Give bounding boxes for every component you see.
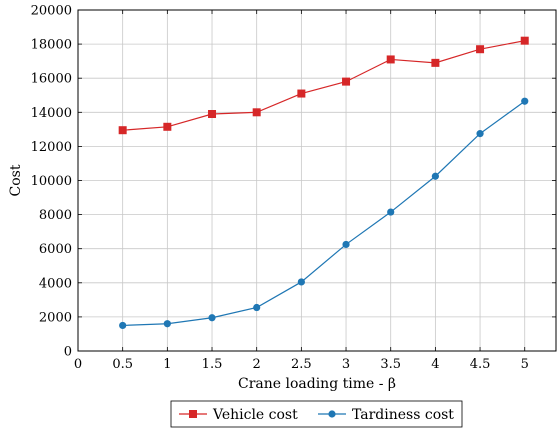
y-tick-label: 6000 — [39, 242, 72, 257]
tardiness-cost-point — [342, 240, 350, 249]
x-tick-label: 3.5 — [380, 357, 401, 372]
y-tick-label: 8000 — [39, 208, 72, 223]
y-tick-label: 2000 — [39, 310, 72, 325]
vehicle-cost-point — [431, 58, 440, 67]
vehicle-cost-point — [118, 126, 127, 135]
x-tick-label: 1.5 — [202, 357, 223, 372]
vehicle-cost-point — [520, 36, 529, 45]
x-tick-label: 2 — [253, 357, 261, 372]
x-tick-label: 3 — [342, 357, 350, 372]
y-tick-label: 10000 — [31, 174, 72, 189]
x-tick-label: 5 — [521, 357, 529, 372]
y-tick-label: 20000 — [31, 4, 72, 19]
y-axis-label: Cost — [8, 164, 24, 196]
vehicle-cost-point — [476, 45, 485, 54]
y-tick-label: 0 — [64, 345, 72, 360]
tardiness-cost-point — [521, 97, 529, 105]
tardiness-cost-point — [253, 303, 261, 312]
y-tick-label: 18000 — [31, 38, 72, 53]
tardiness-cost-point — [163, 320, 171, 328]
vehicle-cost-point — [386, 55, 395, 64]
vehicle-cost-series — [118, 36, 529, 135]
vehicle-cost-line — [122, 40, 525, 131]
y-tick-label: 4000 — [39, 276, 72, 291]
legend-box — [170, 400, 463, 428]
x-tick-label: 0.5 — [112, 357, 133, 372]
x-tick-label: 0 — [74, 357, 82, 372]
grid — [77, 9, 556, 352]
tardiness-cost-legend-label: Tardiness cost — [352, 407, 454, 423]
vehicle-cost-point — [208, 110, 217, 119]
axis-ticks: 0 0.5 1 1.5 2 2.5 3 3.5 4 4.5 5 0 2000 4000 6000 8000 10… — [31, 4, 556, 372]
vehicle-cost-legend-label: Vehicle cost — [212, 407, 298, 423]
vehicle-cost-point — [252, 108, 261, 117]
x-tick-label: 1 — [163, 357, 171, 372]
tardiness-cost-point — [476, 130, 484, 138]
y-tick-label: 12000 — [31, 140, 72, 155]
tardiness-cost-point — [208, 314, 216, 322]
vehicle-cost-legend-marker — [189, 410, 197, 418]
series-layer — [118, 36, 529, 330]
x-tick-label: 4 — [431, 357, 439, 372]
vehicle-cost-point — [163, 122, 172, 131]
tardiness-cost-legend-marker — [328, 410, 336, 418]
tardiness-cost-point — [297, 278, 305, 286]
vehicle-cost-point — [342, 77, 351, 86]
tardiness-cost-point — [387, 208, 395, 216]
x-axis-label: Crane loading time - β — [238, 376, 396, 392]
vehicle-cost-point — [297, 89, 306, 98]
tardiness-cost-line — [122, 100, 526, 327]
legend: Vehicle cost Tardiness cost — [170, 400, 463, 428]
x-tick-label: 2.5 — [291, 357, 312, 372]
tardiness-cost-series — [119, 97, 529, 330]
y-tick-label: 14000 — [31, 106, 72, 121]
tardiness-cost-point — [431, 172, 439, 180]
y-tick-label: 16000 — [31, 72, 72, 87]
x-tick-label: 4.5 — [470, 357, 491, 372]
tardiness-cost-point — [119, 321, 127, 330]
